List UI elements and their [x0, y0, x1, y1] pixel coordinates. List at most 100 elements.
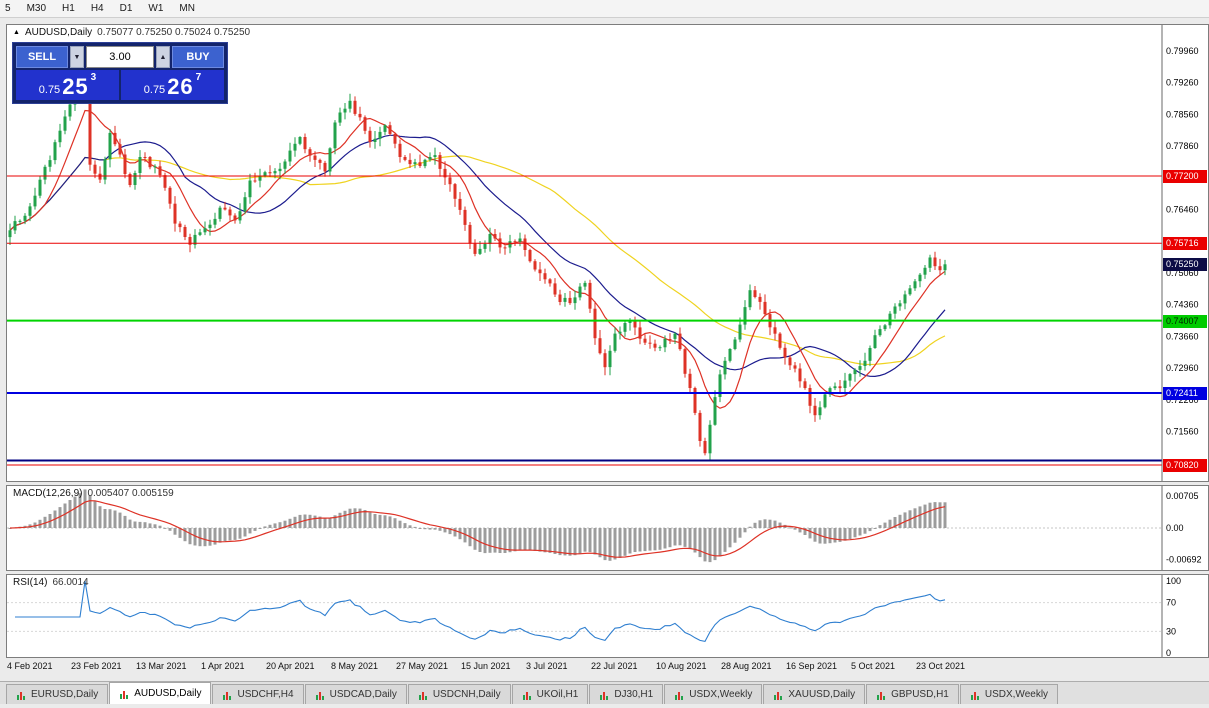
chart-tab-icon	[119, 689, 129, 699]
sell-price-base: 0.75	[38, 84, 61, 96]
chart-tab-icon	[773, 690, 783, 700]
svg-text:70: 70	[1166, 598, 1176, 608]
chart-tab-xauusd-daily[interactable]: XAUUSD,Daily	[763, 684, 866, 704]
sell-button[interactable]: SELL	[16, 46, 68, 68]
sell-price-display[interactable]: 0.75 25 3	[16, 70, 119, 100]
date-tick-label: 27 May 2021	[396, 661, 449, 671]
price-level-badge: 0.75716	[1163, 237, 1207, 251]
svg-text:100: 100	[1166, 576, 1181, 586]
macd-header: MACD(12,26,9) 0.005407 0.005159	[13, 488, 174, 499]
svg-text:0.00: 0.00	[1166, 523, 1184, 533]
chart-tab-icon	[222, 690, 232, 700]
chart-tab-icon	[599, 690, 609, 700]
svg-text:0: 0	[1166, 648, 1171, 657]
buy-button[interactable]: BUY	[172, 46, 224, 68]
date-tick-label: 1 Apr 2021	[201, 661, 245, 671]
price-level-badge: 0.72411	[1163, 386, 1207, 400]
chart-title: ▲ AUDUSD,Daily 0.75077 0.75250 0.75024 0…	[13, 27, 250, 38]
chart-tab-icon	[418, 690, 428, 700]
date-tick-label: 4 Feb 2021	[7, 661, 53, 671]
main-chart-panel[interactable]: ▲ AUDUSD,Daily 0.75077 0.75250 0.75024 0…	[6, 24, 1209, 482]
chart-ohlc-values: 0.75077 0.75250 0.75024 0.75250	[97, 27, 251, 38]
price-level-badge: 0.74007	[1163, 314, 1207, 328]
price-level-badge: 0.70820	[1163, 459, 1207, 473]
one-click-trading-panel: SELL ▼ 3.00 ▲ BUY 0.75 25 3 0.75 26 7	[12, 42, 228, 104]
date-tick-label: 23 Feb 2021	[71, 661, 122, 671]
chart-tab-audusd-daily[interactable]: AUDUSD,Daily	[109, 682, 212, 704]
rsi-chart: 100 70 30 0	[7, 575, 1181, 657]
chart-tab-label: UKOil,H1	[536, 689, 579, 700]
chart-tab-dj30-h1[interactable]: DJ30,H1	[589, 684, 664, 704]
date-tick-label: 20 Apr 2021	[266, 661, 315, 671]
chart-tab-label: AUDUSD,Daily	[134, 688, 202, 699]
buy-price-display[interactable]: 0.75 26 7	[121, 70, 224, 100]
svg-text:0.76460: 0.76460	[1166, 205, 1199, 215]
date-tick-label: 15 Jun 2021	[461, 661, 511, 671]
period-button-d1[interactable]: D1	[119, 3, 133, 14]
chart-tab-icon	[315, 690, 325, 700]
chart-tab-label: USDX,Weekly	[689, 689, 753, 700]
date-tick-label: 28 Aug 2021	[721, 661, 772, 671]
svg-text:0.79260: 0.79260	[1166, 78, 1199, 88]
sell-price-fraction: 3	[90, 72, 97, 83]
chart-tab-usdx-weekly[interactable]: USDX,Weekly	[959, 684, 1059, 704]
volume-input[interactable]: 3.00	[86, 46, 154, 68]
macd-label: MACD(12,26,9)	[13, 488, 83, 499]
date-tick-label: 5 Oct 2021	[851, 661, 896, 671]
price-level-badge: 0.77200	[1163, 169, 1207, 183]
chart-tab-label: USDCHF,H4	[237, 689, 294, 700]
svg-text:0.75060: 0.75060	[1166, 268, 1199, 278]
chart-tab-icon	[674, 690, 684, 700]
chart-tab-ukoil-h1[interactable]: UKOil,H1	[511, 684, 589, 704]
volume-down-button[interactable]: ▼	[70, 46, 84, 68]
collapse-trade-panel-icon[interactable]: ▲	[13, 28, 20, 36]
period-button-5[interactable]: 5	[5, 3, 11, 14]
chart-tab-label: USDCAD,Daily	[329, 689, 397, 700]
macd-chart: 0.00705 0.00 -0.00692	[7, 486, 1202, 570]
date-tick-label: 3 Jul 2021	[526, 661, 568, 671]
macd-values: 0.005407 0.005159	[87, 488, 174, 499]
chart-tab-label: XAUUSD,Daily	[788, 689, 856, 700]
chart-tab-label: GBPUSD,H1	[891, 689, 949, 700]
candlestick-chart[interactable]: 0.799600.792600.785600.778600.771600.764…	[7, 25, 1208, 481]
period-button-mn[interactable]: MN	[179, 3, 195, 14]
period-button-h4[interactable]: H4	[90, 3, 104, 14]
svg-text:0.79960: 0.79960	[1166, 46, 1199, 56]
date-axis[interactable]: 4 Feb 2021 23 Feb 2021 13 Mar 2021 1 Apr 20…	[6, 660, 1209, 675]
chart-tab-usdcnh-daily[interactable]: USDCNH,Daily	[407, 684, 511, 704]
rsi-header: RSI(14) 66.0014	[13, 577, 89, 588]
period-button-h1[interactable]: H1	[62, 3, 75, 14]
chart-tab-label: DJ30,H1	[614, 689, 654, 700]
date-tick-label: 13 Mar 2021	[136, 661, 187, 671]
svg-text:0.00705: 0.00705	[1166, 491, 1199, 501]
rsi-label: RSI(14)	[13, 577, 48, 588]
date-tick-label: 8 May 2021	[331, 661, 379, 671]
rsi-panel[interactable]: RSI(14) 66.0014 100 70 30 0	[6, 574, 1209, 658]
volume-up-button[interactable]: ▲	[156, 46, 170, 68]
svg-text:0.77860: 0.77860	[1166, 141, 1199, 151]
chart-tab-icon	[16, 690, 26, 700]
period-button-w1[interactable]: W1	[148, 3, 164, 14]
period-button-m30[interactable]: M30	[26, 3, 47, 14]
date-tick-label: 10 Aug 2021	[656, 661, 707, 671]
current-price-badge: 0.75250	[1163, 258, 1207, 272]
chart-tab-label: USDX,Weekly	[984, 689, 1049, 700]
chart-tab-eurusd-daily[interactable]: EURUSD,Daily	[6, 684, 109, 704]
svg-text:0.74360: 0.74360	[1166, 300, 1199, 310]
chart-tab-usdx-weekly[interactable]: USDX,Weekly	[664, 684, 763, 704]
chart-tab-icon	[522, 690, 532, 700]
date-tick-label: 16 Sep 2021	[786, 661, 838, 671]
buy-price-base: 0.75	[143, 84, 166, 96]
period-toolbar: 5 M30 H1 H4 D1 W1 MN	[0, 0, 1209, 18]
tab-bar: EURUSD,Daily AUDUSD,Daily USDCHF,H4 USDCAD,…	[0, 681, 1209, 704]
svg-text:0.72960: 0.72960	[1166, 363, 1199, 373]
chart-tab-label: EURUSD,Daily	[31, 689, 99, 700]
sell-price-pips: 25	[62, 74, 89, 99]
svg-text:0.78560: 0.78560	[1166, 109, 1199, 119]
chart-tab-usdchf-h4[interactable]: USDCHF,H4	[212, 684, 304, 704]
macd-panel[interactable]: MACD(12,26,9) 0.005407 0.005159 0.00705 0…	[6, 485, 1209, 571]
chart-tab-usdcad-daily[interactable]: USDCAD,Daily	[304, 684, 407, 704]
svg-text:0.71560: 0.71560	[1166, 427, 1199, 437]
svg-text:-0.00692: -0.00692	[1166, 554, 1202, 564]
chart-tab-gbpusd-h1[interactable]: GBPUSD,H1	[866, 684, 959, 704]
